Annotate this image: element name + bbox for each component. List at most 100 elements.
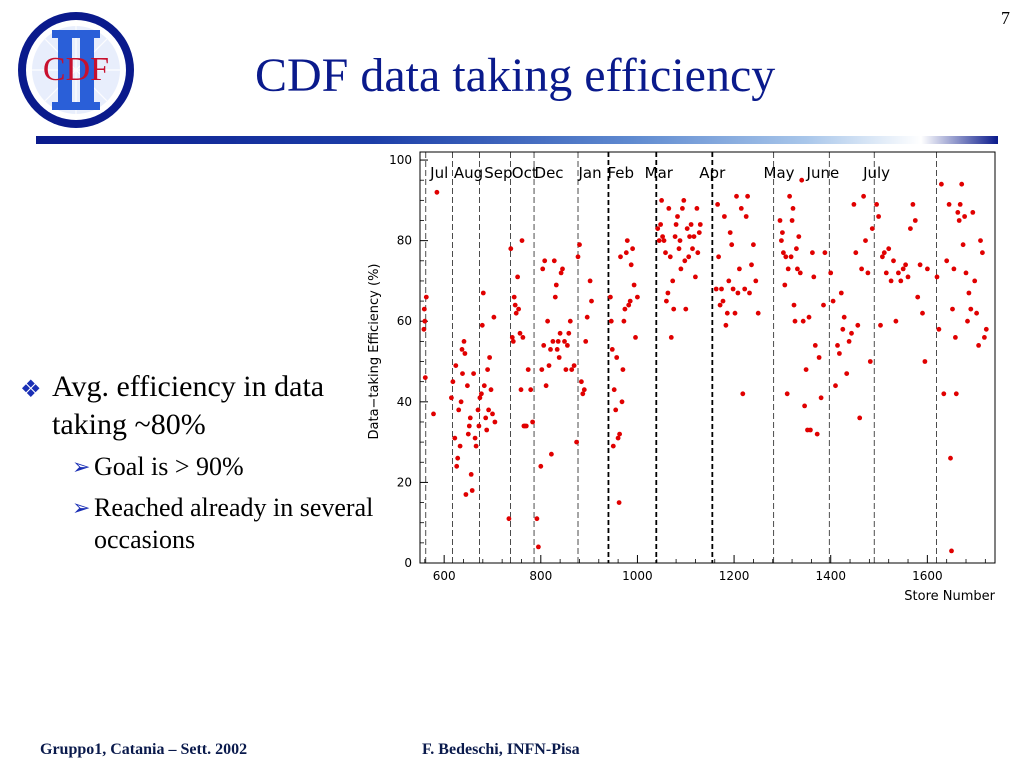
month-label: Mar xyxy=(645,164,674,182)
data-point xyxy=(846,339,852,344)
data-point xyxy=(450,379,456,385)
data-point xyxy=(980,250,985,256)
data-point xyxy=(869,226,875,231)
data-point xyxy=(951,266,957,272)
data-point xyxy=(974,310,979,316)
data-point xyxy=(455,455,461,461)
data-point xyxy=(515,274,520,280)
data-point xyxy=(962,214,967,219)
arrow-bullet-icon: ➢ xyxy=(72,454,91,479)
data-point xyxy=(874,202,879,207)
sub-bullet-item: ➢ Goal is > 90% xyxy=(20,451,380,484)
data-point xyxy=(434,189,440,195)
data-point xyxy=(677,238,683,243)
data-point xyxy=(613,407,619,413)
data-point xyxy=(855,322,861,328)
data-point xyxy=(841,314,847,320)
data-point xyxy=(722,214,727,219)
data-point xyxy=(513,310,519,316)
data-point xyxy=(421,306,427,312)
month-label: June xyxy=(806,164,840,182)
data-point xyxy=(549,451,554,457)
data-point xyxy=(697,222,703,227)
data-point xyxy=(740,391,746,397)
data-point xyxy=(574,439,579,445)
data-point xyxy=(688,222,694,227)
y-tick-label: 80 xyxy=(397,234,412,248)
data-point xyxy=(780,230,785,235)
data-point xyxy=(633,335,638,340)
diamond-cluster-bullet-icon: ❖ xyxy=(20,377,42,403)
data-point xyxy=(676,246,682,252)
data-point xyxy=(941,391,947,397)
data-point xyxy=(461,339,467,344)
data-point xyxy=(664,298,669,304)
data-point xyxy=(465,431,471,437)
data-point xyxy=(755,310,761,316)
data-point xyxy=(715,202,720,207)
data-point xyxy=(523,423,529,429)
data-point xyxy=(659,198,664,203)
data-point xyxy=(627,298,633,304)
data-point xyxy=(630,246,635,252)
sub-bullet-item: ➢ Reached already in several occasions xyxy=(20,492,380,557)
data-point xyxy=(735,290,741,296)
data-point xyxy=(713,286,719,292)
data-point xyxy=(883,270,889,276)
data-point xyxy=(734,193,739,199)
data-point xyxy=(694,206,700,211)
x-tick-label: 1600 xyxy=(912,569,943,583)
x-tick-label: 1200 xyxy=(719,569,750,583)
data-point xyxy=(528,387,534,393)
data-point xyxy=(460,371,465,376)
data-point xyxy=(876,214,881,219)
month-label: Jan xyxy=(577,164,601,182)
data-point xyxy=(563,367,569,372)
data-point xyxy=(452,435,458,441)
data-point xyxy=(466,423,472,429)
data-point xyxy=(421,326,427,332)
data-point xyxy=(795,266,800,272)
data-point xyxy=(608,318,614,324)
data-point xyxy=(730,286,736,292)
data-point xyxy=(910,202,916,207)
data-point xyxy=(822,250,828,256)
data-point xyxy=(534,516,540,522)
data-point xyxy=(449,395,454,401)
arrow-bullet-icon: ➢ xyxy=(72,494,91,520)
data-point xyxy=(781,250,786,256)
data-point xyxy=(511,294,517,300)
data-point xyxy=(806,314,812,320)
data-point xyxy=(976,343,981,348)
data-point xyxy=(562,339,567,344)
data-point xyxy=(693,274,698,280)
data-point xyxy=(508,246,514,252)
data-point xyxy=(492,419,498,425)
data-point xyxy=(908,226,913,231)
month-label: July xyxy=(862,164,890,182)
data-point xyxy=(551,258,557,264)
data-point xyxy=(624,238,630,243)
data-point xyxy=(618,254,623,260)
data-point xyxy=(459,347,465,352)
data-point xyxy=(953,335,958,340)
sub-bullet-text: Reached already in several occasions xyxy=(94,492,374,555)
data-point xyxy=(742,286,748,292)
data-point xyxy=(615,435,621,441)
data-point xyxy=(481,383,487,389)
data-point xyxy=(753,278,759,284)
data-point xyxy=(467,415,473,421)
cdf-ii-logo-icon: CDF xyxy=(18,12,134,128)
data-point xyxy=(936,326,942,332)
data-point xyxy=(821,302,826,308)
data-point xyxy=(584,314,590,320)
data-point xyxy=(789,218,795,223)
month-label: Feb xyxy=(607,164,634,182)
data-point xyxy=(552,294,558,300)
data-point xyxy=(456,407,462,413)
plot-frame xyxy=(419,151,996,564)
data-point xyxy=(888,278,894,284)
data-point xyxy=(681,198,687,203)
data-point xyxy=(737,266,742,272)
